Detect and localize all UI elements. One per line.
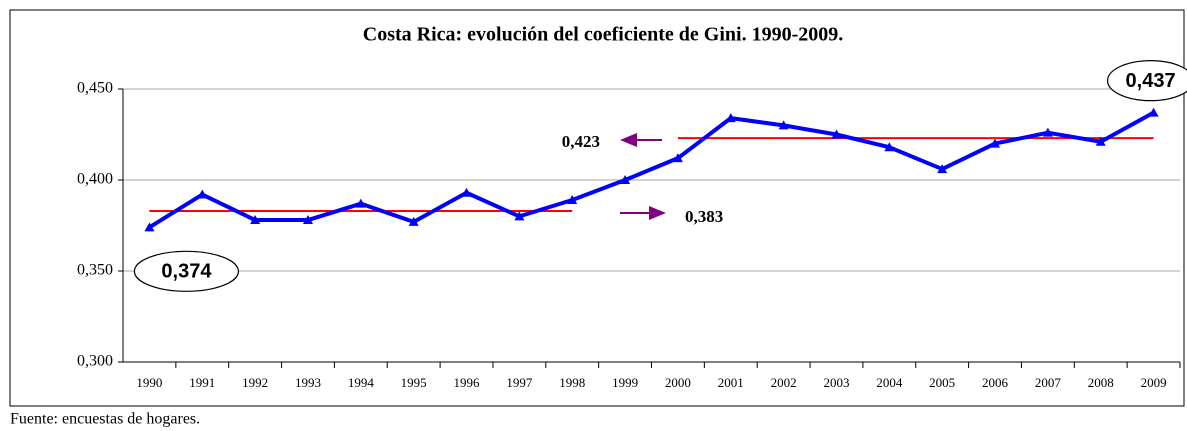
point-marker	[302, 215, 313, 225]
x-tick-label: 1997	[506, 375, 533, 390]
point-marker	[408, 216, 419, 226]
x-tick-label: 2005	[929, 375, 955, 390]
point-marker	[144, 222, 155, 232]
point-marker	[250, 215, 261, 225]
arrow-head	[620, 133, 637, 147]
reference-label: 0,383	[685, 207, 723, 226]
chart-title: Costa Rica: evolución del coeficiente de…	[363, 24, 844, 46]
y-tick-label: 0,400	[77, 171, 113, 188]
y-tick-label: 0,300	[77, 353, 113, 370]
x-tick-label: 2003	[823, 375, 849, 390]
point-marker	[1042, 127, 1053, 137]
x-tick-label: 2008	[1088, 375, 1114, 390]
point-marker	[620, 175, 631, 184]
value-label-ellipse	[1106, 60, 1187, 102]
x-tick-label: 2004	[876, 375, 903, 390]
x-tick-label: 1999	[612, 375, 638, 390]
point-marker	[672, 153, 683, 163]
point-marker	[725, 113, 736, 123]
point-marker	[778, 120, 789, 130]
x-tick-label: 2001	[718, 375, 744, 390]
value-label-ellipse	[133, 250, 240, 292]
point-marker	[937, 164, 948, 174]
point-marker	[355, 198, 366, 208]
arrow-head	[649, 206, 666, 220]
x-tick-label: 1998	[559, 375, 585, 390]
x-tick-label: 1991	[189, 375, 215, 390]
series-line	[148, 110, 1155, 230]
source-note: Fuente: encuestas de hogares.	[10, 411, 200, 428]
x-tick-label: 1993	[295, 375, 321, 390]
value-label: 0,437	[1126, 70, 1176, 92]
point-marker	[1148, 107, 1159, 117]
x-tick-label: 1994	[348, 375, 375, 390]
x-tick-label: 2007	[1035, 375, 1062, 390]
x-tick-label: 2002	[771, 375, 797, 390]
x-tick-label: 2000	[665, 375, 691, 390]
x-tick-label: 1996	[454, 375, 481, 390]
y-tick-label: 0,350	[77, 262, 113, 279]
point-marker	[1095, 136, 1106, 146]
point-marker	[461, 187, 472, 197]
point-marker	[197, 189, 208, 199]
x-tick-label: 1992	[242, 375, 268, 390]
y-tick-label: 0,450	[77, 80, 113, 97]
x-tick-label: 2009	[1141, 375, 1167, 390]
point-marker	[567, 195, 578, 205]
x-tick-label: 1990	[136, 375, 162, 390]
chart-frame	[9, 9, 1185, 407]
x-tick-label: 2006	[982, 375, 1009, 390]
x-tick-label: 1995	[401, 375, 427, 390]
value-label: 0,374	[161, 261, 212, 283]
reference-label: 0,423	[562, 132, 600, 151]
arrows	[620, 133, 666, 220]
point-marker	[884, 142, 895, 152]
point-marker	[990, 138, 1001, 148]
point-marker	[831, 129, 842, 139]
point-marker	[514, 211, 525, 221]
